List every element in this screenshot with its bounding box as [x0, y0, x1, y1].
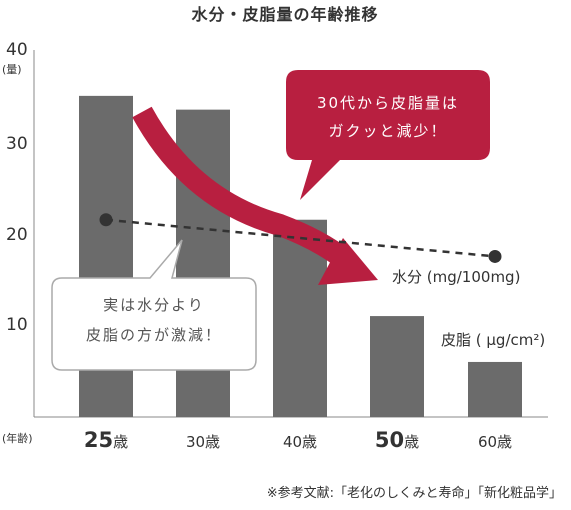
source-note: ※参考文献:「老化のしくみと寿命」「新化粧品学」 — [267, 485, 562, 501]
sebum-bar — [370, 316, 424, 417]
x-tick-label: 25歳 — [84, 428, 128, 452]
y-tick-label: 20 — [6, 225, 28, 245]
y-tick-label: 40 — [6, 40, 28, 60]
x-tick-label: 60歳 — [478, 433, 512, 451]
white-callout-line-2: 皮脂の方が激減！ — [86, 326, 222, 344]
x-tick-label: 40歳 — [283, 433, 317, 451]
x-axis-unit: (年齢) — [2, 431, 33, 445]
y-tick-label: 30 — [6, 134, 28, 154]
red-callout: 30代から皮脂量は ガクッと減少！ — [286, 70, 490, 200]
water-line — [105, 218, 496, 258]
y-tick-label: 10 — [6, 315, 28, 335]
white-callout-line-1: 実は水分より — [103, 296, 205, 314]
x-tick-label: 30歳 — [186, 433, 220, 451]
white-callout: 実は水分より 皮脂の方が激減！ — [51, 239, 257, 371]
y-axis: 10 20 30 40 (量) — [2, 40, 28, 335]
water-series — [99, 213, 502, 263]
red-callout-line-2: ガクッと減少！ — [328, 122, 447, 140]
sebum-series-label: 皮脂 ( μg/cm²) — [441, 331, 545, 349]
water-point — [99, 213, 113, 227]
sebum-bar — [468, 361, 522, 417]
x-tick-label: 50歳 — [375, 428, 419, 452]
water-point — [488, 249, 502, 263]
decline-arrowhead — [318, 238, 378, 285]
decline-arrow — [132, 106, 352, 269]
chart-title: 水分・皮脂量の年齢推移 — [191, 5, 378, 24]
red-callout-line-1: 30代から皮脂量は — [317, 94, 459, 112]
water-series-label: 水分 (mg/100mg) — [392, 268, 520, 286]
y-axis-unit: (量) — [2, 63, 22, 76]
x-axis: 25歳 30歳 40歳 50歳 60歳 — [84, 428, 512, 452]
